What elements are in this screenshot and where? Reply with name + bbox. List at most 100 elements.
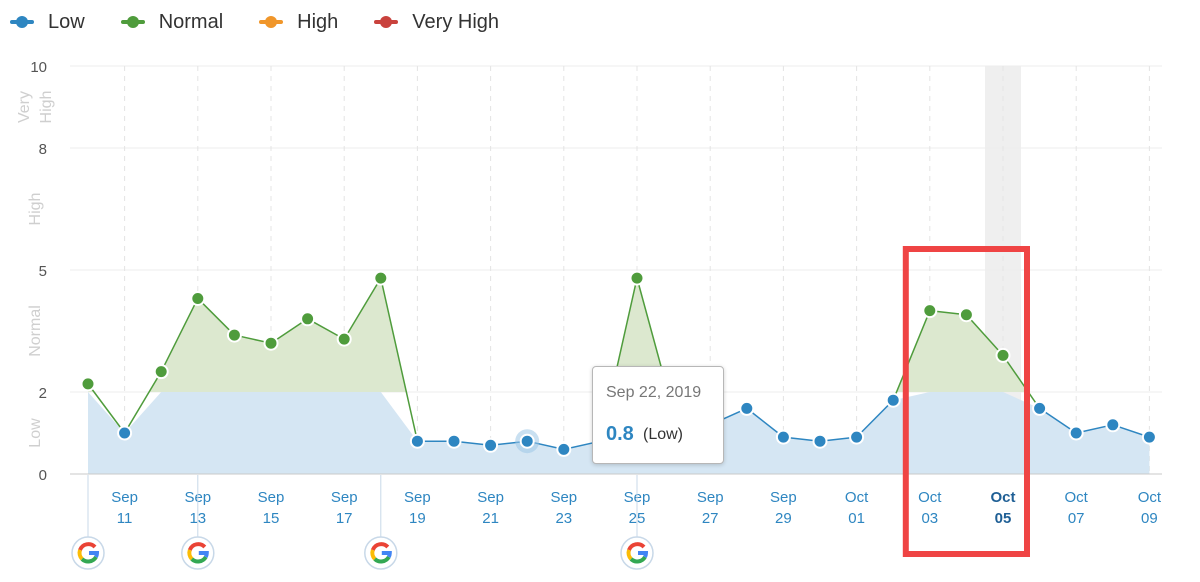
- legend-label-very-high: Very High: [412, 10, 500, 33]
- legend-swatch-normal: [120, 15, 145, 29]
- legend-label-high: High: [297, 10, 339, 33]
- x-tick-label-day: 07: [1068, 510, 1085, 527]
- data-point-sep-29: [775, 429, 791, 445]
- y-tick-label: 5: [39, 263, 47, 280]
- series-line-segment: [965, 314, 1004, 356]
- x-tick-label-month: Oct: [990, 489, 1015, 506]
- data-point-sep-16: [300, 311, 316, 327]
- series-line-segment: [380, 277, 419, 442]
- legend-item-very-high[interactable]: Very High: [374, 11, 499, 34]
- google-icon-red: [627, 542, 646, 551]
- legend-item-normal[interactable]: Normal: [120, 11, 223, 34]
- data-point-sep-30: [812, 433, 828, 449]
- tooltip-category: (Low): [643, 426, 684, 443]
- legend-swatch-high: [259, 15, 284, 29]
- x-tick-label-month: Sep: [331, 489, 358, 506]
- zone-label: Normal: [27, 305, 44, 357]
- data-point-sep-12: [153, 364, 169, 380]
- x-tick-label-month: Sep: [111, 489, 138, 506]
- google-icon[interactable]: [71, 536, 105, 570]
- x-tick-label-day: 23: [555, 510, 572, 527]
- legend-swatch-low: [10, 15, 34, 29]
- zone-label: High: [27, 193, 44, 226]
- x-tick-label-month: Sep: [697, 489, 724, 506]
- data-point-sep-11: [117, 425, 133, 441]
- zone-label: Very: [16, 91, 33, 123]
- series-line-segment: [856, 399, 894, 438]
- google-icon-yellow: [77, 549, 84, 561]
- data-point-oct-05: [995, 347, 1011, 363]
- x-tick-label-month: Oct: [1138, 489, 1162, 506]
- y-tick-label: 8: [39, 141, 47, 158]
- x-tick-label-day: 21: [482, 510, 499, 527]
- google-icon-green: [190, 555, 208, 564]
- google-icon[interactable]: [364, 536, 398, 570]
- x-tick-label-month: Oct: [918, 489, 942, 506]
- y-tick-label: 10: [30, 59, 47, 76]
- google-icon-ring: [181, 536, 215, 570]
- data-point-oct-07: [1068, 425, 1084, 441]
- annotation-box: [902, 246, 1030, 557]
- legend-swatch-dot: [265, 16, 278, 28]
- x-tick-label-month: Oct: [1065, 489, 1089, 506]
- x-tick-label-day: 11: [117, 510, 133, 527]
- google-icon-blue: [638, 551, 649, 558]
- legend-item-high[interactable]: High: [259, 11, 338, 34]
- x-tick-label-day: 03: [921, 510, 938, 527]
- legend-swatch-dot: [380, 16, 393, 28]
- data-point-sep-20: [446, 433, 462, 449]
- x-tick-label-month: Sep: [550, 489, 577, 506]
- data-point-oct-03: [922, 303, 938, 319]
- google-icon[interactable]: [620, 536, 654, 570]
- data-point-sep-28: [739, 400, 755, 416]
- google-icon-blue: [381, 551, 392, 558]
- legend-swatch-dot: [126, 16, 139, 28]
- x-tick-label-month: Sep: [258, 489, 285, 506]
- x-tick-label-day: 27: [702, 510, 719, 527]
- google-icon-green: [80, 555, 98, 564]
- x-tick-label-month: Sep: [770, 489, 797, 506]
- data-point-oct-01: [849, 429, 865, 445]
- series-line-segment: [197, 297, 235, 336]
- data-point-sep-19: [409, 433, 425, 449]
- legend-item-low[interactable]: Low: [10, 11, 85, 34]
- google-icon-yellow: [626, 549, 633, 561]
- x-tick-label-day: 01: [848, 510, 865, 527]
- x-tick-label-month: Sep: [477, 489, 504, 506]
- area-normal: [88, 278, 1029, 392]
- zone-label: High: [38, 91, 55, 124]
- google-icon-blue: [198, 551, 209, 558]
- google-icon-ring: [364, 536, 398, 570]
- google-icon-ring: [71, 536, 105, 570]
- data-point-sep-23: [556, 441, 572, 457]
- data-point-oct-02: [885, 392, 901, 408]
- series-line-segment: [892, 310, 931, 401]
- series-line-segment: [87, 383, 126, 434]
- data-point-sep-10: [80, 376, 96, 392]
- google-icon-green: [373, 555, 391, 564]
- google-icon-red: [187, 542, 207, 551]
- data-point-oct-08: [1105, 417, 1121, 433]
- google-icon-green: [629, 555, 647, 564]
- data-point-oct-06: [1032, 400, 1048, 416]
- data-point-sep-18: [373, 270, 389, 286]
- y-tick-label: 0: [39, 467, 47, 484]
- x-tick-label-day: 05: [995, 510, 1012, 527]
- google-icon[interactable]: [181, 536, 215, 570]
- google-icon-ring: [620, 536, 654, 570]
- data-point-sep-15: [263, 335, 279, 351]
- x-tick-label-day: 09: [1141, 510, 1158, 527]
- y-tick-label: 2: [39, 385, 47, 402]
- series-line-segment: [160, 298, 199, 373]
- zone-label: Low: [27, 418, 44, 448]
- data-point-sep-21: [483, 437, 499, 453]
- legend-label-low: Low: [48, 10, 85, 33]
- tooltip-value: 0.8: [606, 423, 634, 445]
- google-icon-red: [78, 542, 97, 551]
- google-icon-red: [370, 542, 390, 551]
- x-tick-label-day: 19: [409, 510, 426, 527]
- x-tick-label-day: 29: [775, 510, 792, 527]
- data-point-sep-14: [226, 327, 242, 343]
- data-point-sep-13: [190, 290, 206, 306]
